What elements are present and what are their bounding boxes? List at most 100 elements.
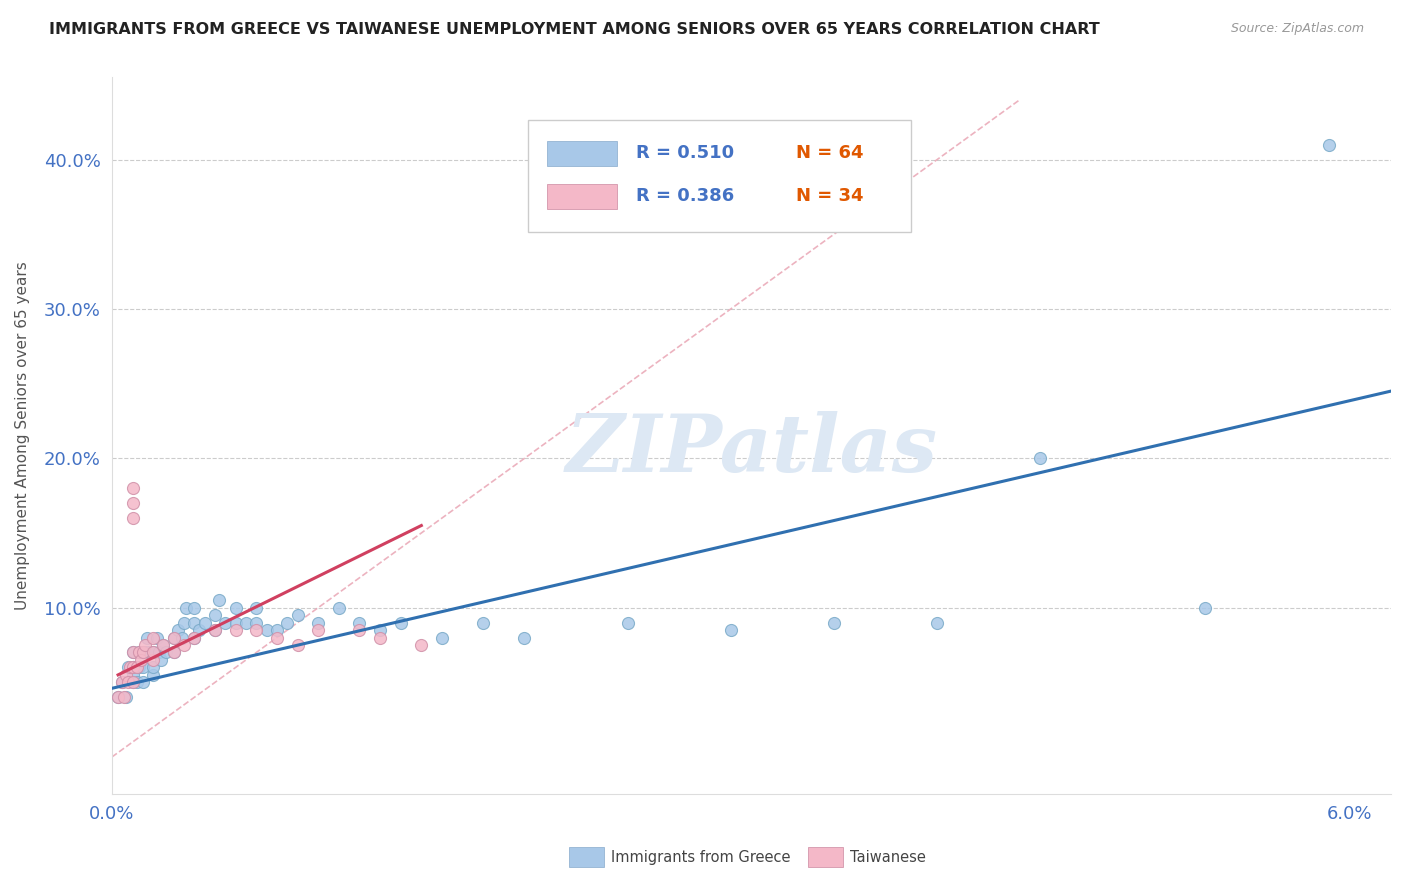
Text: Immigrants from Greece: Immigrants from Greece (610, 850, 790, 864)
Point (121, 511, 143, 525)
Text: R = 0.386: R = 0.386 (637, 186, 734, 205)
Point (616, 615, 638, 630)
Point (121, 660, 143, 674)
Point (136, 631, 159, 645)
Point (183, 631, 205, 645)
Point (163, 631, 186, 645)
Point (225, 623, 247, 637)
Point (225, 615, 247, 630)
Point (142, 645, 165, 659)
Point (142, 653, 165, 667)
Point (368, 631, 391, 645)
Point (115, 690, 138, 705)
Point (183, 631, 205, 645)
Text: IMMIGRANTS FROM GREECE VS TAIWANESE UNEMPLOYMENT AMONG SENIORS OVER 65 YEARS COR: IMMIGRANTS FROM GREECE VS TAIWANESE UNEM… (49, 22, 1099, 37)
Point (276, 615, 298, 630)
Point (150, 653, 173, 667)
Point (128, 645, 150, 659)
Point (111, 675, 134, 690)
Point (115, 668, 138, 682)
Point (173, 638, 195, 652)
Point (204, 623, 226, 637)
Point (173, 615, 195, 630)
Point (134, 645, 156, 659)
Point (121, 481, 143, 495)
Point (121, 660, 143, 674)
Point (121, 645, 143, 659)
Point (256, 623, 278, 637)
Point (121, 660, 143, 674)
Point (208, 593, 231, 607)
Point (389, 615, 412, 630)
Point (349, 615, 371, 630)
Point (170, 631, 193, 645)
Point (148, 645, 170, 659)
Text: N = 64: N = 64 (796, 144, 863, 161)
Point (132, 645, 155, 659)
Point (204, 608, 226, 623)
Point (138, 645, 160, 659)
Point (112, 690, 135, 705)
Point (128, 660, 150, 674)
Point (142, 631, 165, 645)
Text: ZIPatlas: ZIPatlas (565, 411, 938, 489)
Point (266, 631, 288, 645)
Point (245, 600, 267, 615)
FancyBboxPatch shape (547, 184, 617, 209)
Text: N = 34: N = 34 (796, 186, 863, 205)
Point (167, 623, 190, 637)
Point (307, 615, 329, 630)
Point (1317, 137, 1340, 152)
Point (823, 615, 845, 630)
Point (1029, 451, 1052, 466)
Point (287, 608, 309, 623)
Point (121, 645, 143, 659)
Point (120, 660, 142, 674)
Point (134, 638, 156, 652)
Point (214, 615, 236, 630)
Point (194, 615, 217, 630)
Point (187, 623, 209, 637)
Point (472, 615, 495, 630)
Text: Taiwanese: Taiwanese (849, 850, 925, 864)
Text: R = 0.510: R = 0.510 (637, 144, 734, 161)
Point (121, 668, 143, 682)
Y-axis label: Unemployment Among Seniors over 65 years: Unemployment Among Seniors over 65 years (15, 261, 30, 610)
Point (349, 623, 371, 637)
Point (107, 690, 129, 705)
Point (111, 675, 134, 690)
Point (117, 675, 139, 690)
Point (142, 645, 165, 659)
Point (307, 623, 329, 637)
Point (927, 615, 949, 630)
Point (146, 631, 169, 645)
Point (142, 660, 165, 674)
Point (245, 615, 267, 630)
Point (225, 600, 247, 615)
Point (125, 675, 148, 690)
Point (430, 631, 453, 645)
Text: Source: ZipAtlas.com: Source: ZipAtlas.com (1230, 22, 1364, 36)
Point (128, 645, 150, 659)
Point (152, 638, 174, 652)
Point (121, 675, 143, 690)
Point (183, 615, 205, 630)
Point (155, 645, 177, 659)
FancyBboxPatch shape (527, 120, 911, 232)
Point (245, 623, 267, 637)
Point (132, 660, 155, 674)
FancyBboxPatch shape (547, 141, 617, 166)
Point (235, 615, 257, 630)
Point (132, 675, 155, 690)
Point (204, 623, 226, 637)
Point (152, 638, 174, 652)
Point (411, 638, 433, 652)
Point (513, 631, 536, 645)
Point (287, 638, 309, 652)
Point (163, 631, 186, 645)
Point (1194, 600, 1216, 615)
Point (125, 660, 148, 674)
Point (266, 623, 288, 637)
Point (121, 675, 143, 690)
Point (328, 600, 350, 615)
